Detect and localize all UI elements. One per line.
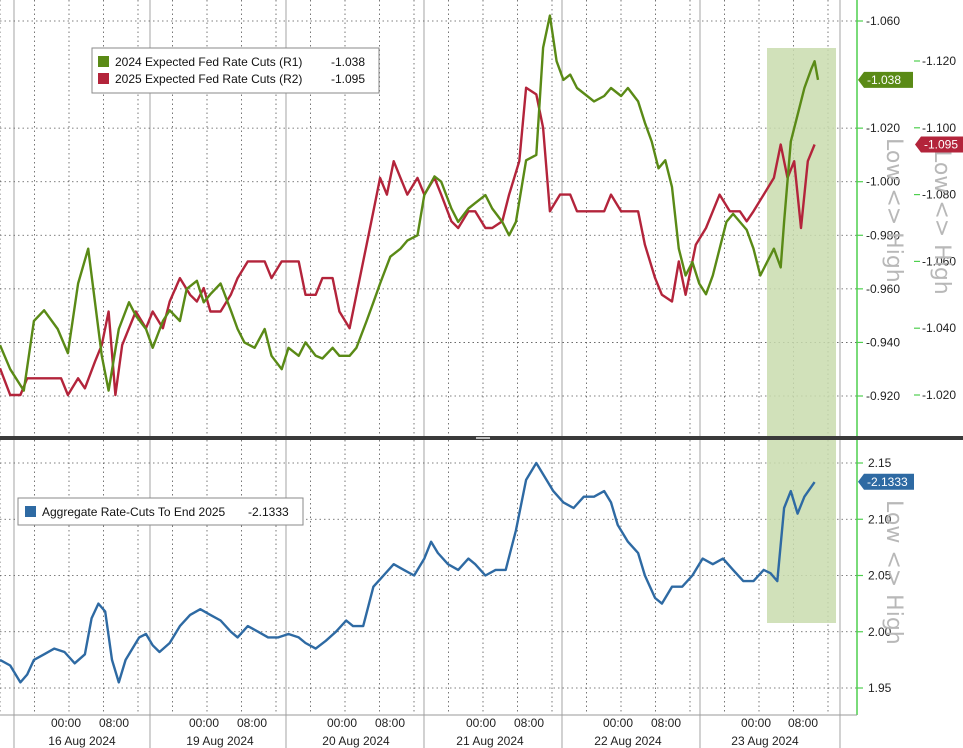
legend-bottom: Aggregate Rate-Cuts To End 2025 -2.1333 — [17, 497, 304, 526]
grid-bottom-panel — [0, 440, 857, 748]
r1-tick-label: -1.000 — [866, 175, 900, 189]
bottom-tick-labels: 1.95 2.00 2.05 2.10 2.15 — [857, 456, 892, 695]
x-tick-labels: 00:00 16 Aug 2024 08:00 00:00 19 Aug 2024 08:… — [48, 716, 818, 748]
x-tick-date-label: 20 Aug 2024 — [322, 734, 390, 748]
legend-swatch-2025 — [98, 73, 109, 84]
series-line-aggregate-rate-cuts — [0, 461, 816, 684]
x-tick-time-label: 00:00 — [741, 716, 771, 730]
legend-top: 2024 Expected Fed Rate Cuts (R1) -1.038 … — [91, 47, 380, 94]
bottom-tick-label: 2.15 — [868, 456, 892, 470]
legend-value-2025: -1.095 — [331, 72, 365, 86]
x-tick-date-label: 16 Aug 2024 — [48, 734, 116, 748]
bottom-tick-label: 2.00 — [868, 625, 892, 639]
x-tick-time-label: 08:00 — [375, 716, 405, 730]
r1-tick-label: -1.060 — [866, 14, 900, 28]
legend-swatch-2024 — [98, 56, 109, 67]
r1-tick-label: -1.020 — [866, 121, 900, 135]
series-line-2024-expected-fed-rate-cuts — [0, 14, 820, 392]
bottom-tick-label: 2.10 — [868, 512, 892, 526]
legend-label-2024: 2024 Expected Fed Rate Cuts (R1) — [115, 55, 302, 69]
r2-tick-label: -1.080 — [922, 188, 956, 202]
series-line-2025-expected-fed-rate-cuts — [0, 86, 816, 397]
last-value-badge-agg-text: -2.1333 — [867, 475, 908, 489]
x-tick-time-label: 00:00 — [603, 716, 633, 730]
bottom-tick-label: 2.05 — [868, 569, 892, 583]
r2-tick-label: -1.100 — [922, 121, 956, 135]
r1-tick-label: -0.980 — [866, 228, 900, 242]
x-tick-time-label: 00:00 — [51, 716, 81, 730]
r2-tick-label: -1.020 — [922, 388, 956, 402]
r1-tick-label: -0.920 — [866, 389, 900, 403]
x-tick-date-label: 22 Aug 2024 — [594, 734, 662, 748]
x-tick-time-label: 08:00 — [514, 716, 544, 730]
x-tick-date-label: 19 Aug 2024 — [186, 734, 254, 748]
right-axis-label-r1: Low <> High — [881, 138, 906, 283]
x-tick-time-label: 08:00 — [651, 716, 681, 730]
r1-tick-labels: -0.920 -0.940 -0.960 -0.980 -1.000 -1.020 -1.0… — [857, 14, 900, 403]
last-value-badge-r2-text: -1.095 — [924, 138, 958, 152]
last-value-badge-r1: -1.038 — [858, 71, 913, 88]
bottom-tick-label: 1.95 — [868, 681, 892, 695]
x-tick-time-label: 00:00 — [327, 716, 357, 730]
legend-label-2025: 2025 Expected Fed Rate Cuts (R2) — [115, 72, 302, 86]
highlight-region-bottom — [767, 440, 836, 623]
x-tick-time-label: 08:00 — [237, 716, 267, 730]
r2-tick-labels: -1.020 -1.040 -1.060 -1.080 -1.100 -1.120 — [914, 54, 956, 402]
last-value-badge-r1-text: -1.038 — [867, 73, 901, 87]
x-tick-time-label: 08:00 — [788, 716, 818, 730]
legend-swatch-aggregate — [25, 506, 36, 517]
legend-value-2024: -1.038 — [331, 55, 365, 69]
last-value-badge-agg: -2.1333 — [858, 473, 914, 490]
x-tick-time-label: 00:00 — [189, 716, 219, 730]
r2-tick-label: -1.040 — [922, 321, 956, 335]
last-value-badge-r2: -1.095 — [915, 136, 963, 153]
legend-value-aggregate: -2.1333 — [248, 505, 289, 519]
panel-separator-handle[interactable] — [476, 437, 490, 439]
r2-tick-label: -1.060 — [922, 254, 956, 268]
right-axis-label-bottom: Low <> High — [881, 500, 906, 645]
right-axis-label-r2: Low <> High — [929, 150, 954, 295]
highlight-region-top — [767, 48, 836, 436]
r2-tick-label: -1.120 — [922, 54, 956, 68]
r1-tick-label: -0.960 — [866, 282, 900, 296]
x-tick-date-label: 23 Aug 2024 — [731, 734, 799, 748]
x-tick-date-label: 21 Aug 2024 — [456, 734, 524, 748]
x-tick-time-label: 00:00 — [466, 716, 496, 730]
legend-label-aggregate: Aggregate Rate-Cuts To End 2025 — [42, 505, 226, 519]
r1-tick-label: -0.940 — [866, 335, 900, 349]
x-tick-time-label: 08:00 — [99, 716, 129, 730]
